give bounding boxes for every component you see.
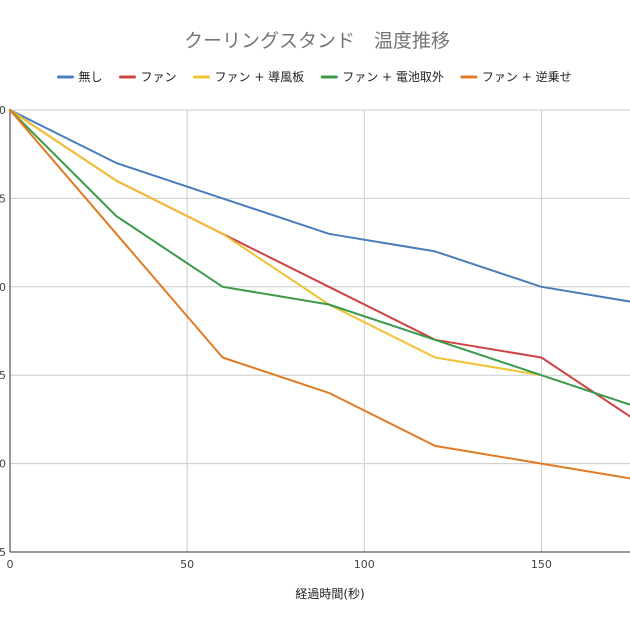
series-line-1 [9, 109, 630, 303]
y-tick-label: 90 [0, 281, 6, 294]
legend-label: ファン + 逆乗せ [482, 69, 572, 84]
x-tick-label: 50 [180, 558, 194, 571]
legend: 無し ファン ファン + 導風板 ファン + 電池取外 ファン + 逆乗せ [57, 69, 572, 84]
tick-labels: 75 80 85 90 95 100 0 50 100 150 [0, 104, 552, 571]
y-tick-label: 75 [0, 546, 6, 559]
legend-label: ファン [141, 70, 177, 84]
x-tick-label: 150 [531, 558, 552, 571]
legend-item-1: 無し [57, 69, 103, 84]
y-tick-label: 80 [0, 458, 6, 471]
legend-item-4: ファン + 電池取外 [320, 70, 444, 84]
chart-title: クーリングスタンド 温度推移 [184, 30, 450, 52]
legend-item-3: ファン + 導風板 [193, 70, 305, 84]
x-tick-label: 100 [354, 558, 375, 571]
legend-label: ファン + 電池取外 [342, 70, 444, 84]
y-tick-label: 95 [0, 192, 6, 205]
legend-label: ファン + 導風板 [215, 70, 305, 84]
y-tick-label: 100 [0, 104, 6, 117]
x-axis-label: 経過時間(秒) [295, 587, 364, 601]
x-tick-label: 0 [7, 558, 14, 571]
legend-item-5: ファン + 逆乗せ [460, 69, 572, 84]
series-line-2 [9, 109, 630, 418]
legend-item-2: ファン [119, 70, 177, 84]
series-lines [9, 109, 630, 480]
series-line-4 [9, 109, 630, 406]
series-line-5 [9, 109, 630, 480]
axes [9, 110, 630, 553]
legend-label: 無し [79, 69, 103, 84]
gridlines [10, 109, 630, 553]
y-tick-label: 85 [0, 369, 6, 382]
series-line-3 [9, 109, 543, 377]
